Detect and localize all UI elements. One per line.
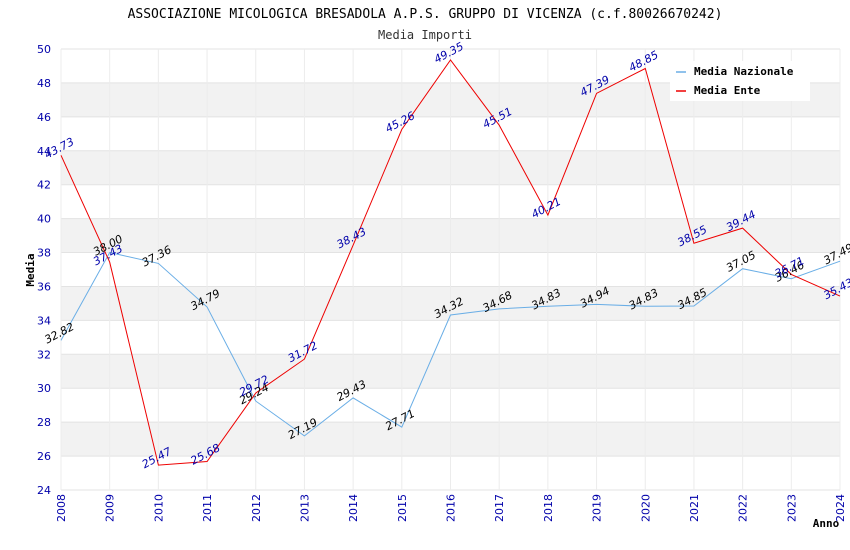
- legend-box: [670, 61, 810, 101]
- y-tick-label: 36: [37, 280, 51, 293]
- x-axis-ticks: 2008 2009 2010 2011 2012 2013 2014 2015 2016 2017…: [55, 494, 847, 522]
- data-label: 40.21: [529, 195, 563, 221]
- x-tick-label: 2019: [591, 494, 604, 522]
- x-tick-label: 2008: [55, 494, 68, 522]
- y-tick-label: 48: [37, 77, 51, 90]
- x-tick-label: 2015: [396, 494, 409, 522]
- y-tick-label: 34: [37, 314, 51, 327]
- x-tick-label: 2014: [347, 494, 360, 522]
- y-tick-label: 42: [37, 179, 51, 192]
- x-tick-label: 2016: [445, 494, 458, 522]
- x-tick-label: 2009: [104, 494, 117, 522]
- x-tick-label: 2024: [834, 494, 847, 522]
- data-label: 48.85: [627, 48, 661, 74]
- gridlines: [60, 48, 841, 491]
- x-tick-label: 2020: [639, 494, 652, 522]
- x-tick-label: 2013: [298, 494, 311, 522]
- chart-subtitle: Media Importi: [378, 28, 472, 42]
- y-tick-label: 44: [37, 145, 51, 158]
- x-tick-label: 2010: [152, 494, 165, 522]
- x-tick-label: 2012: [250, 494, 263, 522]
- x-tick-label: 2018: [542, 494, 555, 522]
- series-line-media-ente: [60, 59, 841, 466]
- series-lines: [60, 59, 841, 466]
- x-tick-label: 2017: [493, 494, 506, 522]
- x-tick-label: 2011: [201, 494, 214, 522]
- y-tick-label: 30: [37, 382, 51, 395]
- y-tick-label: 50: [37, 43, 51, 56]
- chart-title: ASSOCIAZIONE MICOLOGICA BRESADOLA A.P.S.…: [128, 7, 723, 22]
- y-tick-label: 24: [37, 484, 51, 497]
- legend: Media Nazionale Media Ente: [670, 61, 810, 101]
- y-tick-label: 46: [37, 111, 51, 124]
- y-tick-label: 40: [37, 213, 51, 226]
- y-tick-label: 38: [37, 247, 51, 260]
- x-axis-label: Anno: [813, 517, 840, 530]
- y-tick-label: 26: [37, 450, 51, 463]
- legend-label-media-nazionale: Media Nazionale: [694, 65, 794, 78]
- y-axis-label: Media: [24, 253, 37, 286]
- x-tick-label: 2021: [688, 494, 701, 522]
- legend-label-media-ente: Media Ente: [694, 84, 761, 97]
- x-tick-label: 2023: [785, 494, 798, 522]
- y-axis-ticks: 24 26 28 30 32 34 36 38 40 42 44 46 48 50: [37, 43, 51, 497]
- y-tick-label: 28: [37, 416, 51, 429]
- y-tick-label: 32: [37, 348, 51, 361]
- series-line-media-nazionale: [60, 251, 841, 437]
- x-tick-label: 2022: [737, 494, 750, 522]
